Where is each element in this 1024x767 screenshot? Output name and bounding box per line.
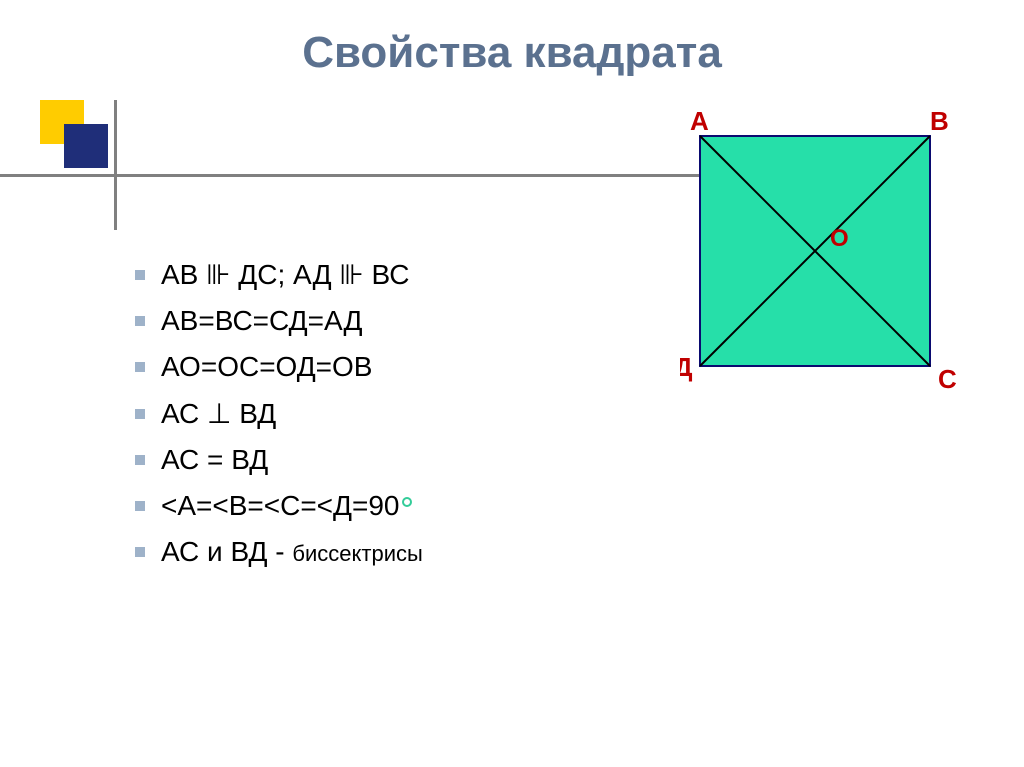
bullet-marker-icon (135, 362, 145, 372)
list-item-text: АС = ВД (161, 444, 268, 476)
decor-vertical-line (114, 100, 117, 230)
list-item-text: АВ=ВС=СД=АД (161, 305, 363, 337)
list-item-text: <А=<В=<С=<Д=90 (161, 490, 400, 522)
vertex-label-A: А (690, 108, 709, 136)
square-svg: А В Д С О (680, 108, 970, 398)
list-item: АС и ВД - биссектрисы (135, 536, 423, 568)
list-item-text: АС ⊥ ВД (161, 397, 276, 430)
list-item-text: АВ ⊪ ДС; АД ⊪ ВС (161, 258, 410, 291)
bullet-marker-icon (135, 409, 145, 419)
list-item: АО=ОС=ОД=ОВ (135, 351, 423, 383)
decor-horizontal-line (0, 174, 700, 177)
vertex-label-O: О (830, 225, 849, 252)
list-item-text: АС и ВД - биссектрисы (161, 536, 423, 568)
bullet-marker-icon (135, 455, 145, 465)
list-item: АВ ⊪ ДС; АД ⊪ ВС (135, 258, 423, 291)
square-diagram: А В Д С О (680, 108, 970, 398)
bullet-marker-icon (135, 547, 145, 557)
decor-blue-square (64, 124, 108, 168)
list-item: <А=<В=<С=<Д=90 (135, 490, 423, 522)
list-item-text: АО=ОС=ОД=ОВ (161, 351, 372, 383)
bullet-marker-icon (135, 316, 145, 326)
property-list: АВ ⊪ ДС; АД ⊪ ВС АВ=ВС=СД=АД АО=ОС=ОД=ОВ АС… (135, 258, 423, 582)
vertex-label-D: Д (680, 352, 693, 382)
list-item: АС ⊥ ВД (135, 397, 423, 430)
degree-mark-icon (402, 497, 412, 507)
list-item: АС = ВД (135, 444, 423, 476)
list-item: АВ=ВС=СД=АД (135, 305, 423, 337)
page-title: Свойства квадрата (0, 28, 1024, 78)
bullet-marker-icon (135, 270, 145, 280)
slide: Свойства квадрата АВ ⊪ ДС; АД ⊪ ВС АВ=ВС=… (0, 0, 1024, 767)
vertex-label-B: В (930, 108, 949, 136)
bullet-marker-icon (135, 501, 145, 511)
vertex-label-C: С (938, 364, 957, 394)
